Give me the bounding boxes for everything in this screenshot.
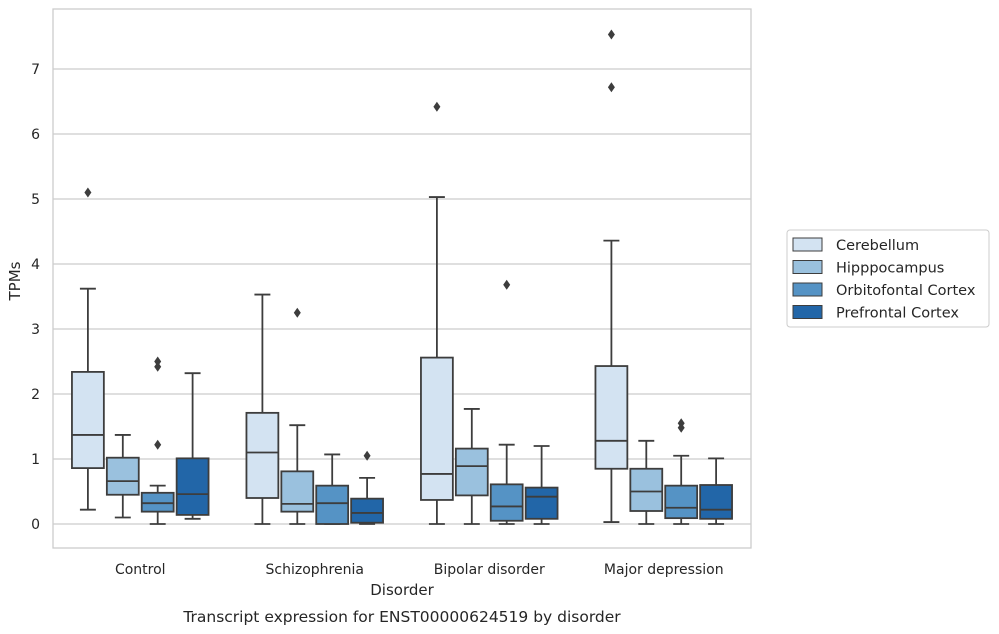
legend-frame <box>786 229 990 328</box>
box-cerebellum <box>420 101 454 525</box>
legend-swatch <box>792 305 823 319</box>
y-axis-label: TPMs <box>6 261 24 301</box>
plot-frame <box>52 8 752 549</box>
legend-label: Prefrontal Cortex <box>836 306 959 322</box>
iqr-box <box>594 365 629 470</box>
outlier-point <box>154 361 162 372</box>
x-axis-label: Disorder <box>370 581 434 599</box>
iqr-box <box>664 484 699 520</box>
x-tick-label: Schizophrenia <box>266 562 364 578</box>
y-tick-label: 0 <box>31 517 40 533</box>
y-tick-labels: 0 1 2 3 4 5 6 7 <box>31 62 40 533</box>
iqr-box <box>350 497 384 524</box>
iqr-box <box>140 491 175 513</box>
chart-caption: Transcript expression for ENST0000062451… <box>182 608 621 626</box>
box-cerebellum <box>71 187 105 511</box>
y-tick-label: 4 <box>31 257 40 273</box>
iqr-box <box>175 457 210 516</box>
iqr-box <box>699 484 733 520</box>
iqr-box <box>280 470 315 513</box>
iqr-box <box>420 356 454 501</box>
box-cerebellum <box>594 29 629 523</box>
box-prefrontal-cortex <box>524 445 559 525</box>
outlier-point <box>677 418 685 429</box>
legend-label: Cerebellum <box>836 238 919 254</box>
x-tick-label: Control <box>115 562 166 578</box>
box-orbitofontal-cortex <box>664 418 699 525</box>
iqr-box <box>524 486 559 520</box>
box-prefrontal-cortex <box>175 372 210 520</box>
iqr-box <box>454 447 489 497</box>
y-tick-label: 2 <box>31 387 40 403</box>
outlier-point <box>154 439 162 450</box>
x-tick-label: Major depression <box>604 562 724 578</box>
y-tick-label: 3 <box>31 322 40 338</box>
legend-label: Hipppocampus <box>836 261 944 277</box>
y-tick-label: 5 <box>31 192 40 208</box>
box-hipppocampus <box>105 434 140 519</box>
box-prefrontal-cortex <box>699 457 733 525</box>
box-prefrontal-cortex <box>350 450 384 525</box>
iqr-box <box>105 456 140 496</box>
box-orbitofontal-cortex <box>489 279 524 525</box>
outlier-point <box>433 101 441 112</box>
legend-label: Orbitofontal Cortex <box>836 283 976 299</box>
iqr-box <box>489 483 524 522</box>
outlier-point <box>84 187 92 198</box>
y-tick-label: 7 <box>31 62 40 78</box>
legend-swatch <box>792 282 823 297</box>
outlier-point <box>293 307 301 318</box>
x-tick-label: Bipolar disorder <box>434 562 545 578</box>
outlier-point <box>363 450 371 461</box>
box-hipppocampus <box>454 408 489 525</box>
box-orbitofontal-cortex <box>315 453 350 525</box>
outlier-point <box>607 29 615 40</box>
legend: Cerebellum Hipppocampus Orbitofontal Corte… <box>786 229 990 328</box>
gridlines <box>53 68 751 525</box>
box-orbitofontal-cortex <box>140 356 175 525</box>
box-hipppocampus <box>280 307 315 525</box>
y-tick-label: 1 <box>31 452 40 468</box>
legend-swatch <box>792 260 823 274</box>
x-tick-labels: Control Schizophrenia Bipolar disorder Majo… <box>115 562 724 578</box>
outlier-point <box>154 356 162 367</box>
box-groups <box>71 29 733 525</box>
iqr-box <box>315 484 350 525</box>
iqr-box <box>629 467 664 512</box>
box-cerebellum <box>245 293 280 525</box>
y-tick-label: 6 <box>31 127 40 143</box>
iqr-box <box>71 370 105 469</box>
legend-swatch <box>792 237 823 252</box>
iqr-box <box>245 411 280 499</box>
box-hipppocampus <box>629 439 664 525</box>
outlier-point <box>503 279 511 290</box>
outlier-point <box>607 82 615 93</box>
